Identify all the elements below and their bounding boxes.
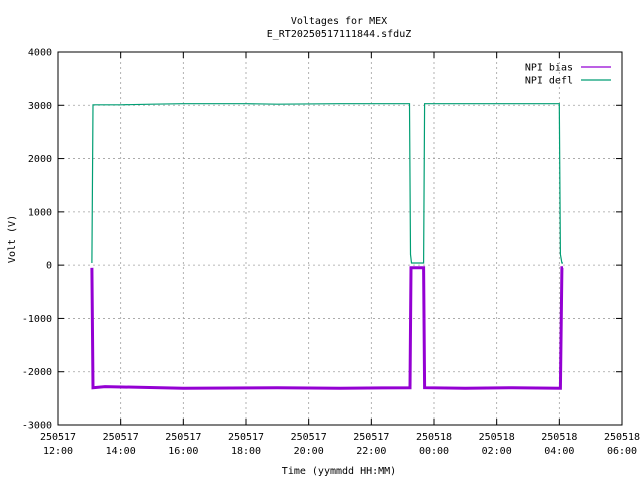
series-line-npi-bias [90, 266, 564, 390]
y-tick-label: -3000 [22, 421, 52, 432]
series-line-npi-defl [91, 103, 563, 264]
x-tick-date: 250517 [103, 432, 139, 443]
plot-frame [57, 51, 623, 426]
x-tick-date: 250517 [291, 432, 327, 443]
series-lines [90, 103, 564, 390]
x-tick-date: 250517 [353, 432, 389, 443]
y-tick-label: -1000 [22, 314, 52, 325]
y-tick-label: -2000 [22, 367, 52, 378]
x-tick-time: 00:00 [419, 446, 449, 457]
x-tick-labels: 250517 12:00 250517 14:00 250517 16:00 250517 1… [40, 432, 640, 457]
y-tick-label: 0 [46, 261, 52, 272]
y-tick-label: 3000 [28, 101, 52, 112]
x-tick-time: 22:00 [356, 446, 386, 457]
y-tick-label: 2000 [28, 154, 52, 165]
x-tick-date: 250517 [40, 432, 76, 443]
x-tick-date: 250518 [416, 432, 452, 443]
x-tick-time: 16:00 [168, 446, 198, 457]
x-tick-date: 250518 [604, 432, 640, 443]
x-tick-time: 20:00 [294, 446, 324, 457]
y-tick-labels: 4000 3000 2000 1000 0 -1000 -2000 -3000 [22, 48, 52, 432]
x-tick-time: 06:00 [607, 446, 637, 457]
legend-label: NPI defl [525, 76, 573, 87]
x-tick-time: 02:00 [482, 446, 512, 457]
y-axis-label: Volt (V) [7, 215, 18, 263]
y-tick-label: 4000 [28, 48, 52, 59]
x-tick-date: 250517 [228, 432, 264, 443]
x-tick-time: 14:00 [106, 446, 136, 457]
legend-label: NPI bias [525, 63, 573, 74]
chart-title: Voltages for MEX [291, 16, 387, 27]
x-axis-label: Time (yymmdd HH:MM) [282, 466, 396, 477]
x-tick-time: 12:00 [43, 446, 73, 457]
x-tick-time: 04:00 [544, 446, 574, 457]
chart-subtitle: E_RT20250517111844.sfduZ [267, 29, 412, 40]
grid-lines [58, 52, 622, 425]
legend: NPI bias NPI defl [525, 63, 611, 87]
x-tick-time: 18:00 [231, 446, 261, 457]
y-tick-label: 1000 [28, 207, 52, 218]
x-tick-date: 250518 [541, 432, 577, 443]
x-tick-date: 250517 [165, 432, 201, 443]
x-tick-date: 250518 [479, 432, 515, 443]
axis-ticks [57, 51, 623, 426]
